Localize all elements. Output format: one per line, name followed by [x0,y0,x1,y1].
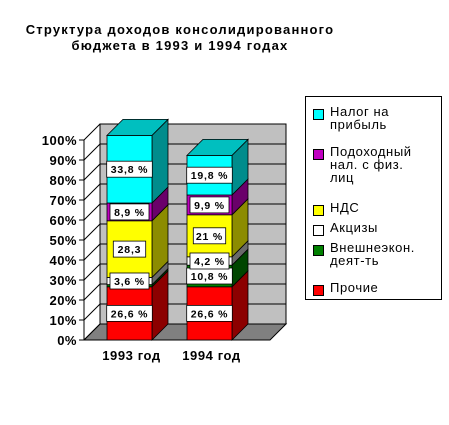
data-label: 3,6 % [114,276,145,288]
chart-title-line-2: бюджета в 1993 и 1994 годах [72,38,289,53]
legend-swatch [313,205,324,216]
legend-label: Подоходный нал. с физ. лиц [330,144,412,185]
y-tick-label: 30% [49,273,77,288]
data-label-box [189,196,230,214]
y-tick-label: 10% [49,313,77,328]
data-label: 33,8 % [111,164,149,176]
gridline [83,123,286,141]
y-tick-label: 50% [49,233,77,248]
legend-swatch [313,285,324,296]
data-label: 28,3 [118,244,142,256]
data-label-box [106,160,153,178]
legend-swatch [313,109,324,120]
chart-title-line-1: Структура доходов консолидированного [26,22,335,37]
data-label: 19,8 % [191,170,229,182]
bar-top [186,138,249,156]
legend-item: НДС [313,201,359,216]
data-label: 10,8 % [191,271,229,283]
data-label: 8,9 % [114,207,145,219]
legend-swatch [313,225,324,236]
legend-swatch [313,245,324,256]
legend-label: Прочие [330,280,379,295]
y-tick-label: 90% [49,153,77,168]
y-tick-label: 0% [57,333,77,348]
data-label-box [192,227,227,245]
data-label: 9,9 % [194,200,225,212]
legend-item: Подоходный нал. с физ. лиц [313,145,412,184]
plot-area: 0% 10% 20% 30% 40% 50% 60% 70% 80% 90% 100% 26,6 % 1… [42,118,288,363]
data-label-box [109,203,150,221]
data-label: 21 % [196,231,223,243]
legend-item: Прочие [313,281,378,296]
legend-item: Акцизы [313,221,378,236]
data-label: 4,2 % [194,256,225,268]
data-label-box [106,304,153,322]
legend-label: Внешнеэкон. деят-ть [330,240,416,268]
legend-item: Внешнеэкон. деят-ть [313,241,415,267]
y-tick-label: 60% [49,213,77,228]
data-label-box [186,304,233,322]
x-tick-label: 1994 год [182,348,241,363]
legend-item: Налог на прибыль [313,105,389,131]
data-label-box [109,272,150,290]
y-tick-label: 100% [42,133,77,148]
legend-label: Акцизы [330,220,378,235]
legend-label: НДС [330,200,360,215]
data-label: 26,6 % [191,308,229,320]
data-label-box [189,252,230,270]
data-label-box [186,166,233,184]
y-tick-label: 40% [49,253,77,268]
data-label-box [112,240,147,258]
data-label: 26,6 % [111,308,149,320]
y-tick-label: 70% [49,193,77,208]
legend-label: Налог на прибыль [330,104,390,132]
y-tick-label: 20% [49,293,77,308]
y-tick-label: 80% [49,173,77,188]
x-tick-label: 1993 год [102,348,161,363]
legend-swatch [313,149,324,160]
bar-top [106,119,169,136]
legend: Налог на прибыль Подоходный нал. с физ. л… [305,96,442,300]
